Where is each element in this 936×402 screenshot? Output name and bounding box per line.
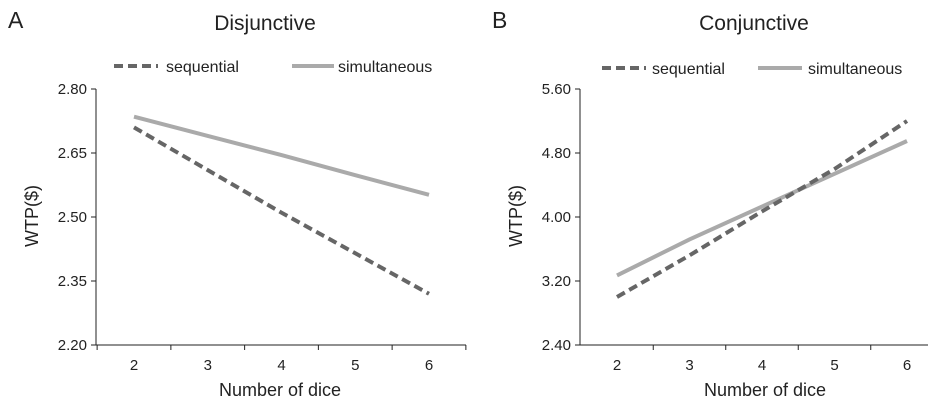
legend: sequential simultaneous xyxy=(114,59,432,76)
x-axis-title: Number of dice xyxy=(219,380,341,400)
panel-disjunctive: A Disjunctive sequential simultaneous 2.… xyxy=(8,7,467,400)
panel-conjunctive: B Conjunctive sequential simultaneous 2.… xyxy=(492,7,928,400)
x-tick-label: 3 xyxy=(204,357,212,374)
x-tick-label: 5 xyxy=(351,357,359,374)
y-axis-title: WTP($) xyxy=(506,185,526,247)
y-tick-label: 2.50 xyxy=(58,209,87,226)
panel-letter: B xyxy=(492,7,507,33)
x-axis-title: Number of dice xyxy=(704,380,826,400)
plot-area: 2.20 2.35 2.50 2.65 2.80 2 3 4 5 6 xyxy=(58,81,467,374)
y-tick-label: 4.80 xyxy=(542,145,571,162)
panel-letter: A xyxy=(8,7,24,33)
x-tick-label: 6 xyxy=(903,357,911,374)
y-tick-label: 2.65 xyxy=(58,145,87,162)
legend-label-simultaneous: simultaneous xyxy=(338,59,432,76)
chart-title: Conjunctive xyxy=(699,12,809,35)
y-tick-label: 3.20 xyxy=(542,273,571,290)
series-line-sequential xyxy=(132,125,430,296)
y-tick-label: 2.40 xyxy=(542,337,571,354)
x-tick-label: 3 xyxy=(685,357,693,374)
chart-title: Disjunctive xyxy=(214,12,316,35)
x-tick-label: 4 xyxy=(758,357,766,374)
legend-label-sequential: sequential xyxy=(652,61,725,78)
y-tick-label: 2.20 xyxy=(58,337,87,354)
y-axis-title: WTP($) xyxy=(22,185,42,247)
x-tick-label: 4 xyxy=(277,357,285,374)
plot-area: 2.40 3.20 4.00 4.80 5.60 2 3 4 5 6 xyxy=(542,81,928,374)
y-tick-label: 4.00 xyxy=(542,209,571,226)
legend: sequential simultaneous xyxy=(602,61,902,78)
y-tick-label: 2.80 xyxy=(58,81,87,98)
series-line-simultaneous xyxy=(616,139,908,278)
x-tick-label: 2 xyxy=(613,357,621,374)
x-tick-label: 5 xyxy=(830,357,838,374)
series-line-sequential xyxy=(616,119,909,299)
y-tick-label: 5.60 xyxy=(542,81,571,98)
legend-label-simultaneous: simultaneous xyxy=(808,61,902,78)
legend-label-sequential: sequential xyxy=(166,59,239,76)
x-tick-label: 2 xyxy=(130,357,138,374)
y-tick-label: 2.35 xyxy=(58,273,87,290)
series-line-simultaneous xyxy=(133,114,430,197)
x-tick-label: 6 xyxy=(425,357,433,374)
